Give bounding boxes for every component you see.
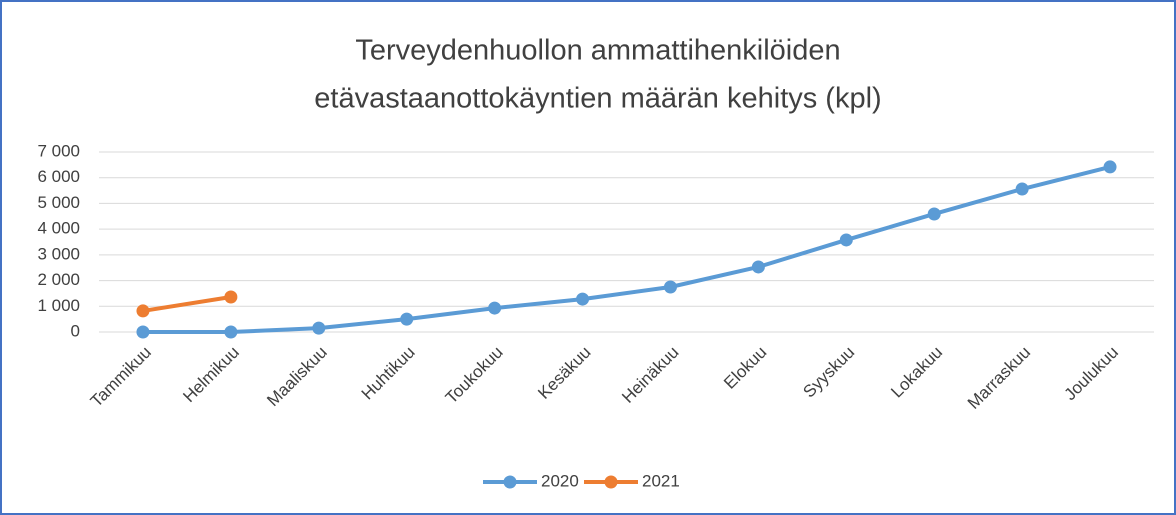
data-point	[224, 290, 238, 304]
data-point	[839, 233, 853, 247]
chart-title: etävastaanottokäyntien määrän kehitys (k…	[314, 83, 881, 115]
data-point	[136, 325, 150, 339]
data-point	[1015, 182, 1029, 196]
series-line	[142, 295, 232, 313]
data-point	[663, 280, 677, 294]
y-tick-label: 3 000	[37, 244, 80, 263]
series-line	[142, 164, 1111, 334]
y-tick-label: 4 000	[37, 219, 80, 238]
legend-marker	[604, 475, 618, 489]
data-point	[400, 312, 414, 326]
y-tick-label: 0	[71, 321, 80, 340]
y-tick-label: 6 000	[37, 167, 80, 186]
y-tick-label: 2 000	[37, 270, 80, 289]
data-point	[488, 301, 502, 315]
y-tick-label: 5 000	[37, 193, 80, 212]
data-point	[576, 292, 590, 306]
y-tick-label: 1 000	[37, 296, 80, 315]
y-tick-label: 7 000	[37, 141, 80, 160]
data-point	[927, 207, 941, 221]
legend-marker	[503, 475, 517, 489]
data-point	[312, 321, 326, 335]
data-point	[136, 304, 150, 318]
data-point	[751, 260, 765, 274]
legend-label: 2021	[642, 471, 680, 490]
data-point	[1103, 160, 1117, 174]
chart-title: Terveydenhuollon ammattihenkilöiden	[355, 35, 840, 67]
data-point	[224, 325, 238, 339]
legend-label: 2020	[541, 471, 579, 490]
